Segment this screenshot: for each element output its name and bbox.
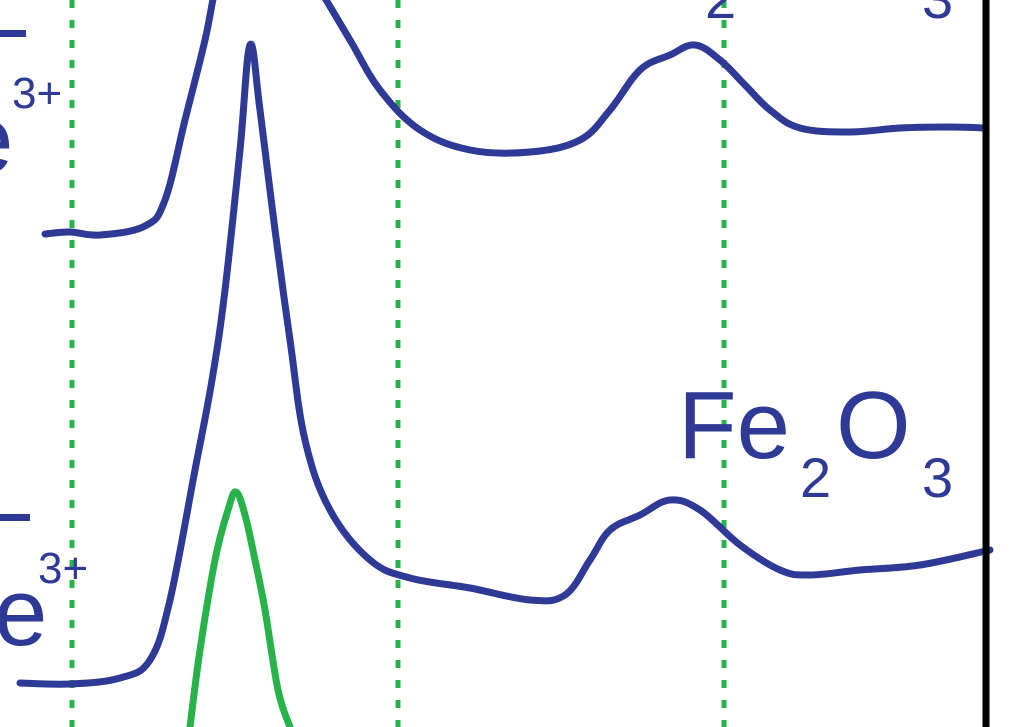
series-line-1 [41,0,989,239]
compound-fe: Fe [678,372,790,479]
ion-label-bottom-main: e [0,559,47,666]
vertical-guides [69,0,727,727]
top-partial-subscript-2: 2 [705,0,736,30]
top-partial-subscript-3: 3 [922,0,953,30]
spectra-curves [16,0,994,727]
compound-subscript-3: 3 [922,446,953,509]
ion-label-top-bar [0,30,26,37]
compound-subscript-2: 2 [800,446,831,509]
series-line-3 [186,488,294,727]
series-line-2 [16,40,994,688]
ion-label-bottom-superscript: 3+ [38,544,88,593]
ion-label-bottom-bar [0,514,30,521]
ion-label-top-main: e [0,86,13,193]
compound-o: O [836,372,911,479]
ion-label-top-superscript: 3+ [12,69,62,118]
